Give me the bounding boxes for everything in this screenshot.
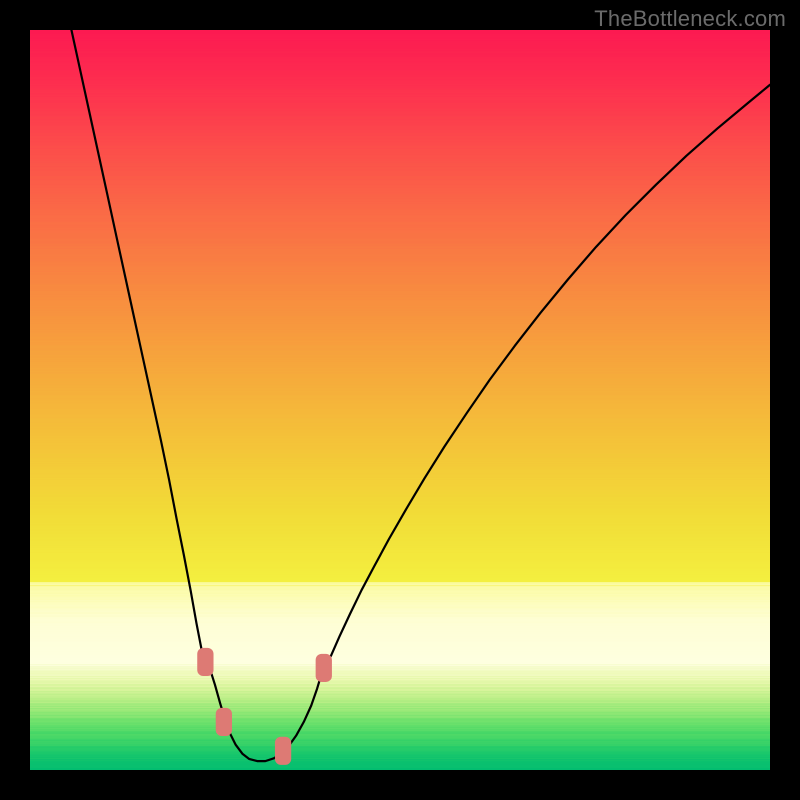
curve-marker [216,708,232,736]
curve-marker [197,648,213,676]
curve-marker [316,654,332,682]
background-gradient [30,30,770,770]
chart-svg [30,30,770,770]
chart-frame: TheBottleneck.com [0,0,800,800]
curve-marker [275,737,291,765]
plot-area [30,30,770,770]
watermark-text: TheBottleneck.com [594,6,786,32]
